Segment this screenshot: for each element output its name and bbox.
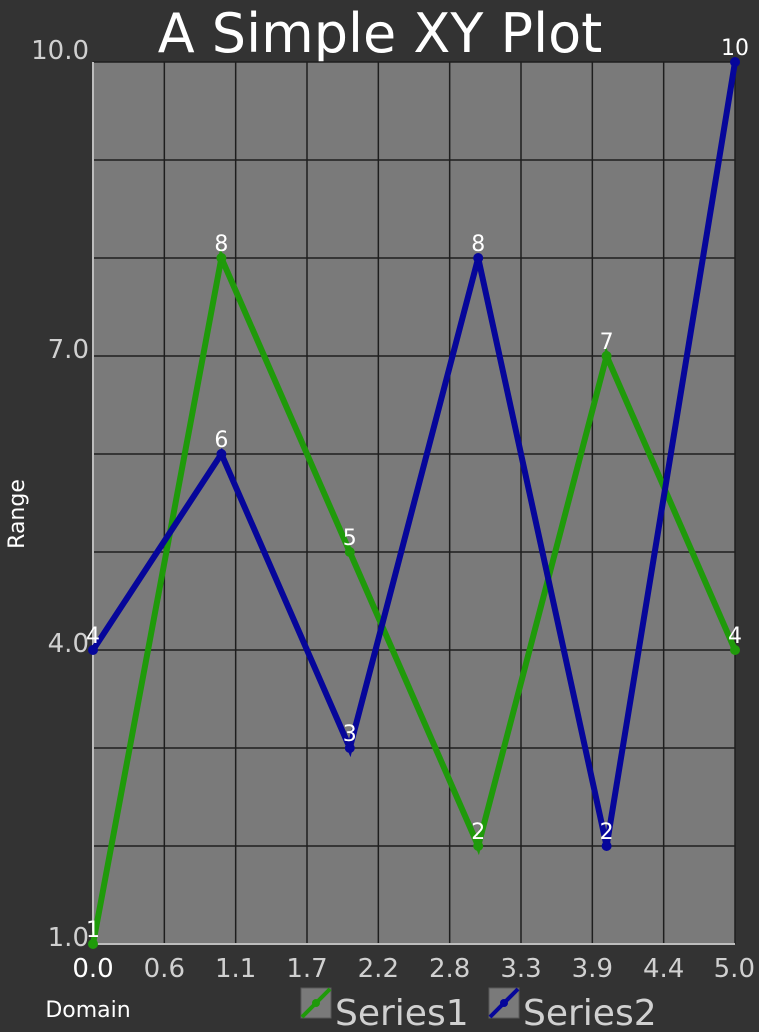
legend-swatch-point (312, 999, 320, 1007)
data-point-series2 (344, 743, 355, 753)
data-point-series1 (344, 547, 355, 557)
x-tick-label: 3.9 (572, 954, 613, 984)
point-labels: 1 8 5 2 7 4 4 6 3 8 2 10 (86, 36, 749, 943)
x-tick-label: 1.7 (286, 954, 327, 984)
legend-item-series1: Series1 (300, 987, 469, 1032)
data-label-series1: 4 (728, 624, 742, 649)
x-tick-label: 0.6 (144, 954, 185, 984)
data-point-series1 (601, 351, 612, 361)
series-layer (88, 57, 740, 949)
series-line-series1 (90, 247, 738, 945)
data-point-series1 (216, 253, 227, 263)
x-tick-label: 2.8 (429, 954, 470, 984)
data-label-series2: 2 (600, 820, 614, 845)
data-label-series1: 1 (86, 918, 100, 943)
y-axis-ticks: 1.0 4.0 7.0 10.0 (31, 36, 89, 953)
legend-swatch-point (500, 999, 508, 1007)
data-point-series1 (88, 939, 98, 949)
legend: Series1 Series2 (300, 987, 657, 1032)
x-axis-label: Domain (45, 998, 130, 1023)
grid (92, 61, 736, 945)
legend-label: Series1 (335, 993, 469, 1032)
legend-label: Series2 (523, 993, 657, 1032)
data-point-series2 (216, 449, 227, 459)
data-label-series1: 2 (471, 820, 485, 845)
data-point-series1 (473, 841, 484, 851)
y-tick-label: 10.0 (31, 36, 89, 66)
x-tick-label: 5.0 (714, 954, 755, 984)
data-point-series2 (473, 253, 484, 263)
data-label-series2: 3 (343, 722, 357, 747)
data-point-series2 (88, 645, 98, 655)
y-tick-label: 7.0 (48, 335, 89, 365)
series-line-series2 (90, 61, 738, 847)
x-tick-label: 1.1 (215, 954, 256, 984)
y-axis-label: Range (5, 479, 30, 549)
data-label-series1: 7 (600, 330, 614, 355)
data-label-series2: 10 (721, 36, 749, 61)
x-tick-label: 2.2 (358, 954, 399, 984)
y-tick-label: 4.0 (48, 629, 89, 659)
data-label-series2: 6 (214, 428, 228, 453)
data-label-series1: 5 (343, 526, 357, 551)
data-point-series1 (730, 645, 740, 655)
data-label-series2: 8 (471, 232, 485, 257)
y-tick-label: 1.0 (48, 923, 89, 953)
x-tick-label: 0.0 (72, 954, 113, 984)
data-label-series2: 4 (86, 624, 100, 649)
legend-item-series2: Series2 (488, 987, 657, 1032)
x-tick-label: 3.3 (500, 954, 541, 984)
x-axis-ticks: 0.0 0.6 1.1 1.7 2.2 2.8 3.3 3.9 4.4 5.0 (72, 954, 755, 984)
x-tick-label: 4.4 (643, 954, 684, 984)
data-point-series2 (730, 57, 740, 67)
data-label-series1: 8 (214, 232, 228, 257)
chart-title: A Simple XY Plot (158, 2, 603, 65)
data-point-series2 (601, 841, 612, 851)
